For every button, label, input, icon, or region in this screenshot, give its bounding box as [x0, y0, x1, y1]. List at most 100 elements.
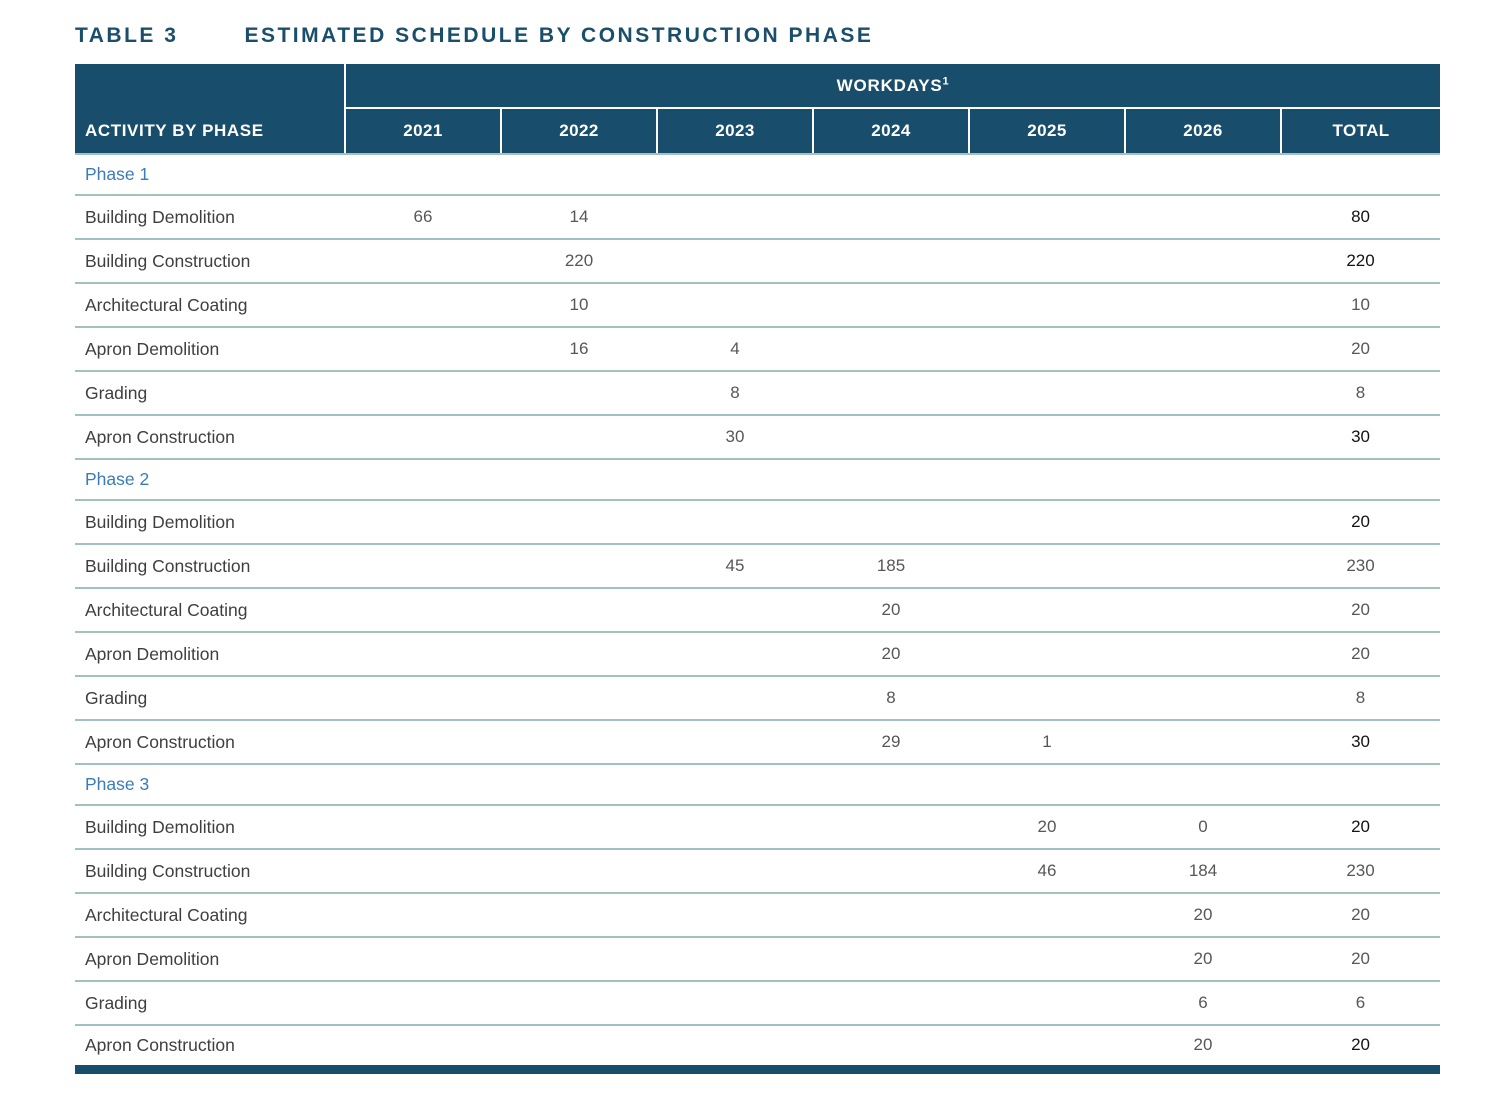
activity-cell: Building Construction: [85, 860, 251, 881]
activity-cell: Grading: [85, 992, 148, 1013]
year-header-2023: 2023: [656, 108, 813, 155]
workdays-cell-2022: [501, 500, 657, 544]
workdays-cell-2025: 46: [1037, 861, 1057, 880]
workdays-cell-2024: [813, 937, 969, 981]
workdays-cell-2021: [345, 239, 501, 283]
workdays-cell-2023: [657, 937, 813, 981]
workdays-cell-2021: [345, 720, 501, 764]
year-header-2025: 2025: [968, 108, 1125, 155]
table-row: Architectural Coating 20 20: [75, 893, 1441, 937]
workdays-cell-2023: [657, 1025, 813, 1069]
workdays-cell-2026: [1125, 544, 1281, 588]
workdays-cell-2022: [501, 676, 657, 720]
workdays-cell-2024: [813, 849, 969, 893]
activity-cell: Architectural Coating: [85, 294, 248, 315]
activity-cell: Apron Construction: [85, 731, 235, 752]
workdays-cell-2021: [345, 283, 501, 327]
workdays-cell-2023: [657, 283, 813, 327]
workdays-cell-2022: [501, 981, 657, 1025]
activity-cell: Apron Demolition: [85, 338, 220, 359]
total-cell: 20: [1351, 512, 1370, 531]
table-body: Phase 1 Building Demolition 66 14 80 Building…: [75, 154, 1441, 1069]
table-row: Architectural Coating 20 20: [75, 588, 1441, 632]
workdays-cell-2021: [345, 415, 501, 459]
workdays-cell-2025: 1: [1042, 732, 1052, 751]
workdays-cell-2023: [657, 195, 813, 239]
schedule-table: ACTIVITY BY PHASE WORKDAYS1 2021 2022 2023…: [75, 64, 1441, 1074]
workdays-cell-2022: [501, 632, 657, 676]
workdays-cell-2026: [1125, 500, 1281, 544]
activity-column-header: ACTIVITY BY PHASE: [75, 64, 345, 155]
total-cell: 30: [1351, 427, 1370, 446]
activity-cell: Grading: [85, 382, 148, 403]
workdays-cell-2024: [813, 805, 969, 849]
workdays-cell-2026: 20: [1193, 949, 1213, 968]
workdays-cell-2021: [345, 676, 501, 720]
total-cell: 80: [1351, 207, 1370, 226]
workdays-cell-2024: [813, 371, 969, 415]
total-cell: 20: [1351, 644, 1370, 663]
workdays-footnote-marker: 1: [942, 74, 950, 87]
table-row: Apron Construction 29 1 30: [75, 720, 1441, 764]
workdays-cell-2023: [657, 981, 813, 1025]
workdays-cell-2022: 16: [569, 339, 589, 358]
table-row: Building Demolition 20: [75, 500, 1441, 544]
workdays-cell-2025: 20: [1037, 817, 1057, 836]
workdays-cell-2022: [501, 1025, 657, 1069]
workdays-cell-2021: [345, 893, 501, 937]
workdays-cell-2026: 184: [1188, 861, 1218, 880]
workdays-cell-2023: [657, 805, 813, 849]
workdays-cell-2022: [501, 937, 657, 981]
workdays-cell-2025: [969, 371, 1125, 415]
activity-cell: Building Demolition: [85, 511, 235, 532]
table-title: TABLE 3 ESTIMATED SCHEDULE BY CONSTRUCTIO…: [75, 24, 1440, 48]
workdays-cell-2021: [345, 588, 501, 632]
activity-cell: Building Construction: [85, 250, 251, 271]
workdays-cell-2022: [501, 544, 657, 588]
workdays-cell-2022: [501, 415, 657, 459]
workdays-cell-2022: [501, 588, 657, 632]
workdays-cell-2024: [813, 893, 969, 937]
phase-label: Phase 2: [85, 469, 150, 489]
workdays-cell-2021: [345, 500, 501, 544]
workdays-cell-2022: [501, 893, 657, 937]
table-row: Grading 8 8: [75, 371, 1441, 415]
total-cell: 10: [1351, 295, 1370, 314]
workdays-cell-2023: [657, 849, 813, 893]
table-row: Building Demolition 20 0 20: [75, 805, 1441, 849]
activity-cell: Building Demolition: [85, 206, 235, 227]
activity-cell: Architectural Coating: [85, 599, 248, 620]
workdays-cell-2026: [1125, 632, 1281, 676]
workdays-cell-2023: [657, 588, 813, 632]
workdays-cell-2021: [345, 981, 501, 1025]
workdays-cell-2024: [813, 327, 969, 371]
workdays-cell-2022: 10: [569, 295, 589, 314]
total-cell: 230: [1346, 861, 1375, 880]
workdays-cell-2021: [345, 632, 501, 676]
activity-cell: Architectural Coating: [85, 904, 248, 925]
workdays-cell-2022: [501, 720, 657, 764]
table-title-text: ESTIMATED SCHEDULE BY CONSTRUCTION PHASE: [244, 24, 874, 47]
workdays-cell-2025: [969, 500, 1125, 544]
total-cell: 20: [1351, 905, 1370, 924]
activity-cell: Apron Demolition: [85, 643, 220, 664]
workdays-cell-2024: [813, 1025, 969, 1069]
workdays-cell-2024: 29: [881, 732, 901, 751]
workdays-cell-2021: [345, 544, 501, 588]
workdays-cell-2024: 20: [881, 644, 901, 663]
workdays-cell-2026: [1125, 676, 1281, 720]
phase-label: Phase 3: [85, 774, 150, 794]
workdays-cell-2026: [1125, 588, 1281, 632]
total-cell: 6: [1355, 993, 1366, 1012]
workdays-cell-2024: [813, 195, 969, 239]
workdays-cell-2024: [813, 981, 969, 1025]
table-row: Apron Demolition 16 4 20: [75, 327, 1441, 371]
table-row: Building Construction 46 184 230: [75, 849, 1441, 893]
workdays-cell-2024: 185: [876, 556, 906, 575]
workdays-cell-2025: [969, 676, 1125, 720]
phase-row-3: Phase 3: [75, 764, 1441, 805]
total-cell: 20: [1351, 339, 1370, 358]
workdays-cell-2025: [969, 283, 1125, 327]
workdays-cell-2025: [969, 632, 1125, 676]
year-header-2022: 2022: [500, 108, 657, 155]
